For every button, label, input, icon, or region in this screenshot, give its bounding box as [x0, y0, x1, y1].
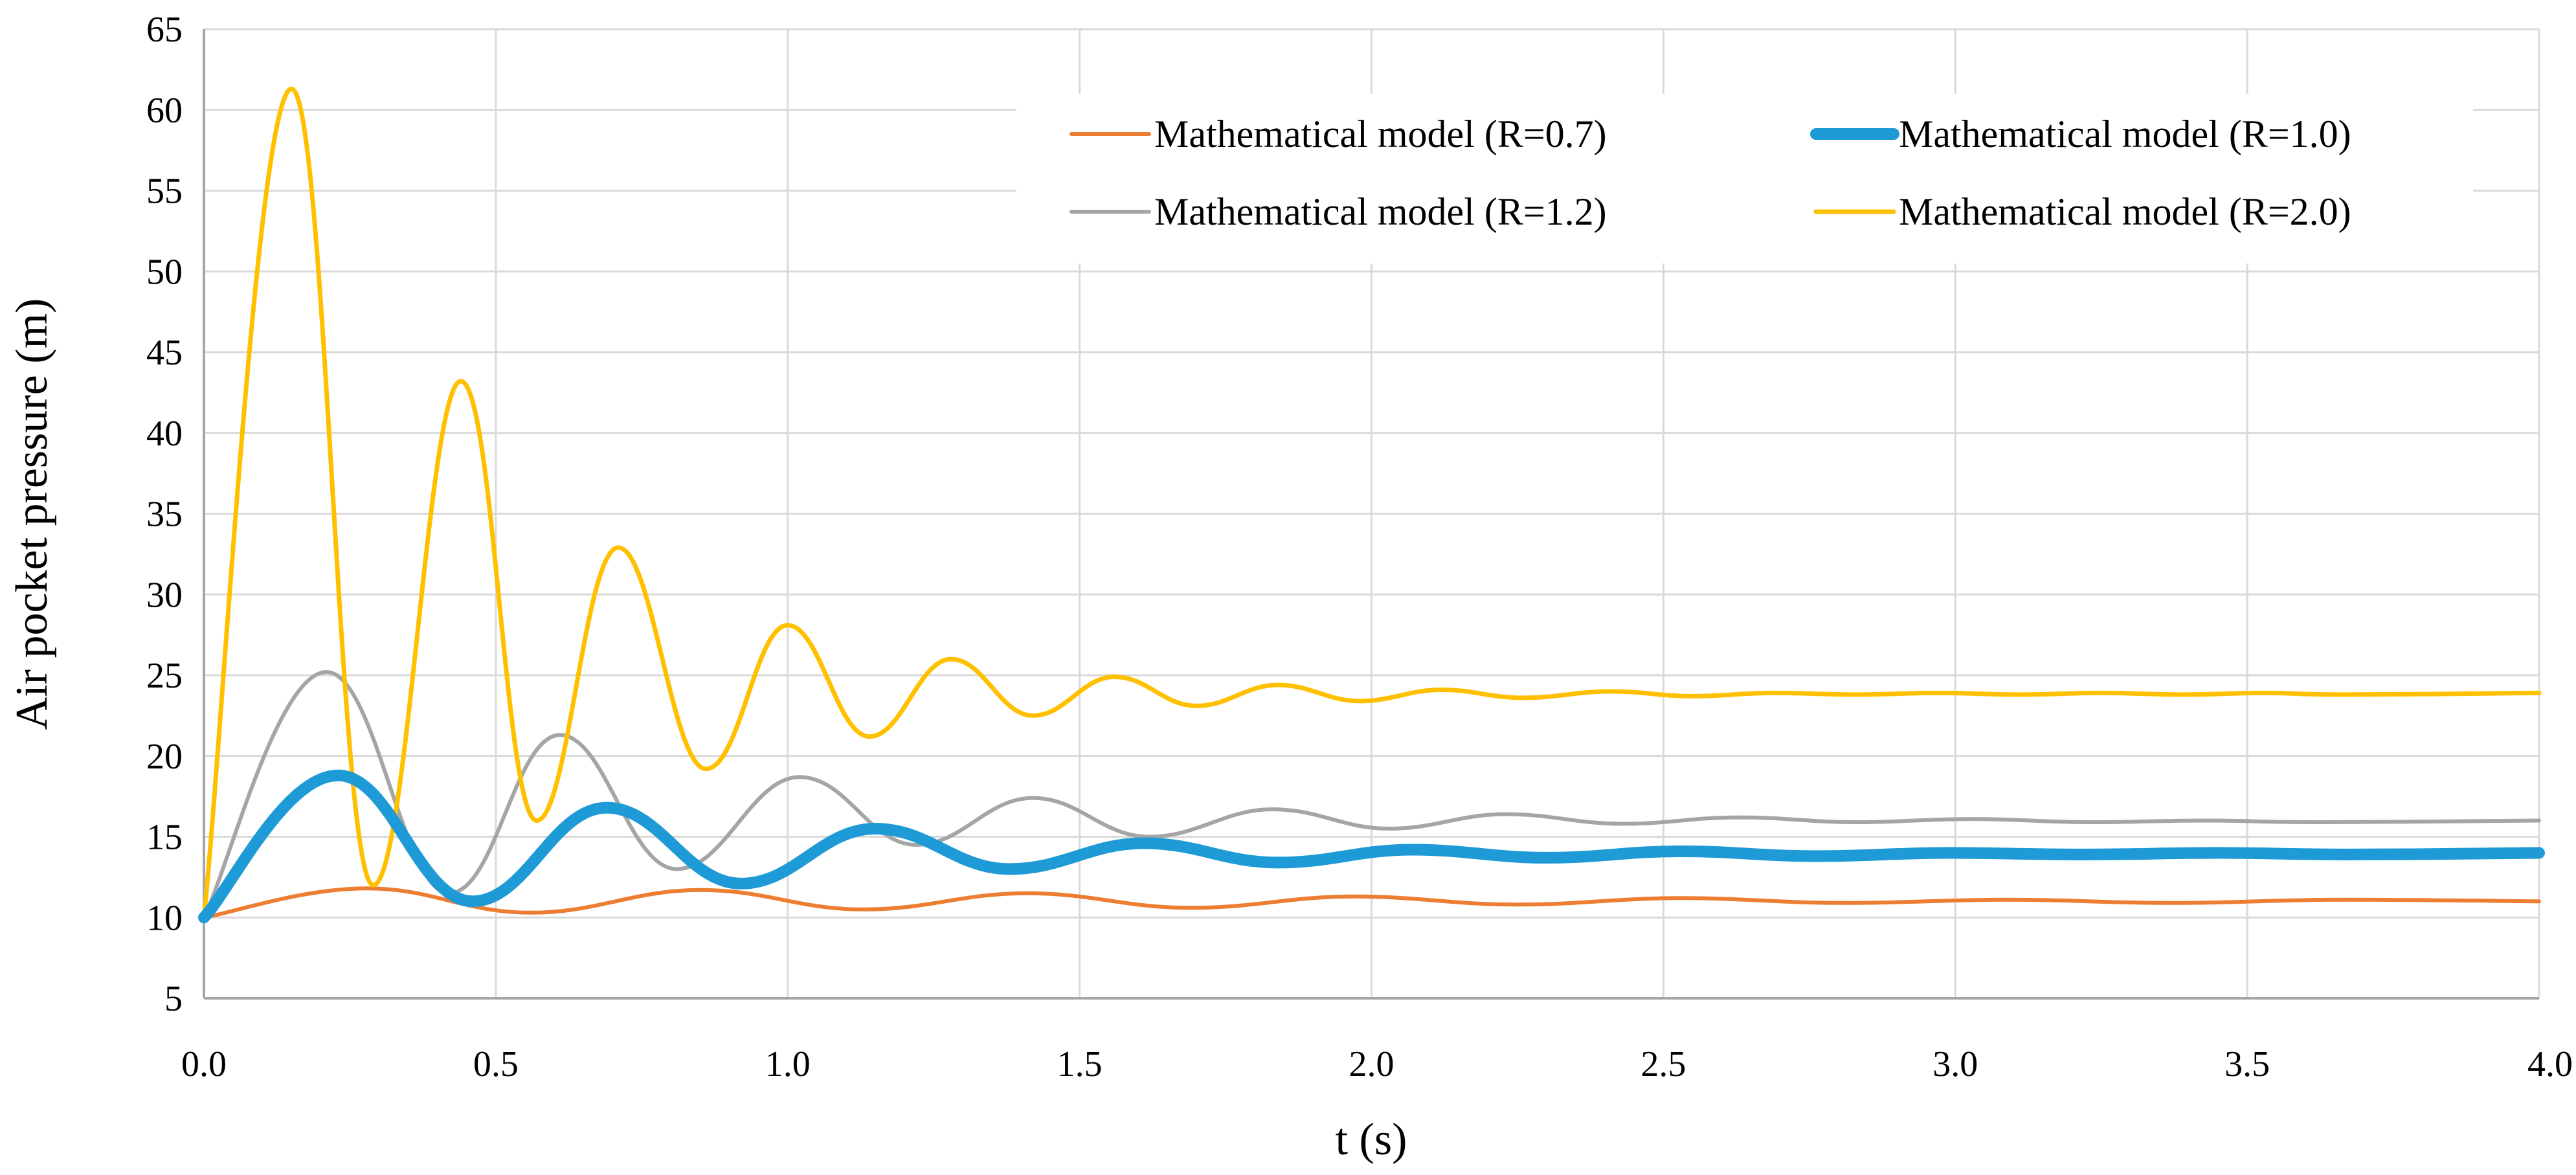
- y-tick-label: 35: [146, 495, 183, 535]
- y-tick-label: 65: [146, 10, 183, 50]
- series-line-4: [201, 86, 2542, 920]
- axes: [203, 29, 2539, 1000]
- x-tick-label: 1.5: [1057, 1044, 1103, 1084]
- legend-label-1: Mathematical model (R=0.7): [1154, 113, 1607, 155]
- x-tick-label: 2.5: [1641, 1044, 1686, 1084]
- legend: Mathematical model (R=0.7) Mathematical m…: [1016, 94, 2473, 263]
- y-tick-label: 50: [146, 252, 183, 292]
- legend-label-3: Mathematical model (R=1.2): [1154, 190, 1607, 233]
- y-tick-label: 45: [146, 333, 183, 373]
- legend-background: [1016, 94, 2473, 263]
- x-tick-label: 1.0: [765, 1044, 811, 1084]
- series-line-3: [202, 670, 2541, 920]
- y-axis-title: Air pocket pressure (m): [7, 298, 57, 730]
- x-tick-label: 2.0: [1349, 1044, 1394, 1084]
- x-tick-label: 4.0: [2527, 1044, 2573, 1084]
- y-tick-label: 20: [146, 737, 183, 777]
- x-axis-title: t (s): [1336, 1115, 1407, 1165]
- x-tick-label: 0.5: [473, 1044, 519, 1084]
- y-tick-label: 60: [146, 91, 183, 131]
- y-tick-label: 30: [146, 575, 183, 615]
- x-tick-label: 3.0: [1932, 1044, 1978, 1084]
- tick-labels: 5 10 15 20 25 30 35 40 45 50 55 60 65 0.0 0.5 1.0 1.5 2.0…: [146, 10, 2573, 1084]
- y-tick-label: 10: [146, 898, 183, 938]
- y-tick-label: 25: [146, 656, 183, 696]
- legend-label-2: Mathematical model (R=1.0): [1899, 113, 2351, 155]
- x-tick-label: 3.5: [2224, 1044, 2270, 1084]
- series-layer: [198, 86, 2545, 924]
- y-tick-label: 15: [146, 818, 183, 858]
- y-tick-label: 40: [146, 414, 183, 454]
- x-tick-label: 0.0: [181, 1044, 227, 1084]
- series-line-2: [198, 769, 2545, 924]
- y-tick-label: 55: [146, 172, 183, 212]
- legend-label-4: Mathematical model (R=2.0): [1899, 190, 2351, 233]
- y-tick-label: 5: [164, 979, 183, 1019]
- series-line-1: [202, 886, 2541, 920]
